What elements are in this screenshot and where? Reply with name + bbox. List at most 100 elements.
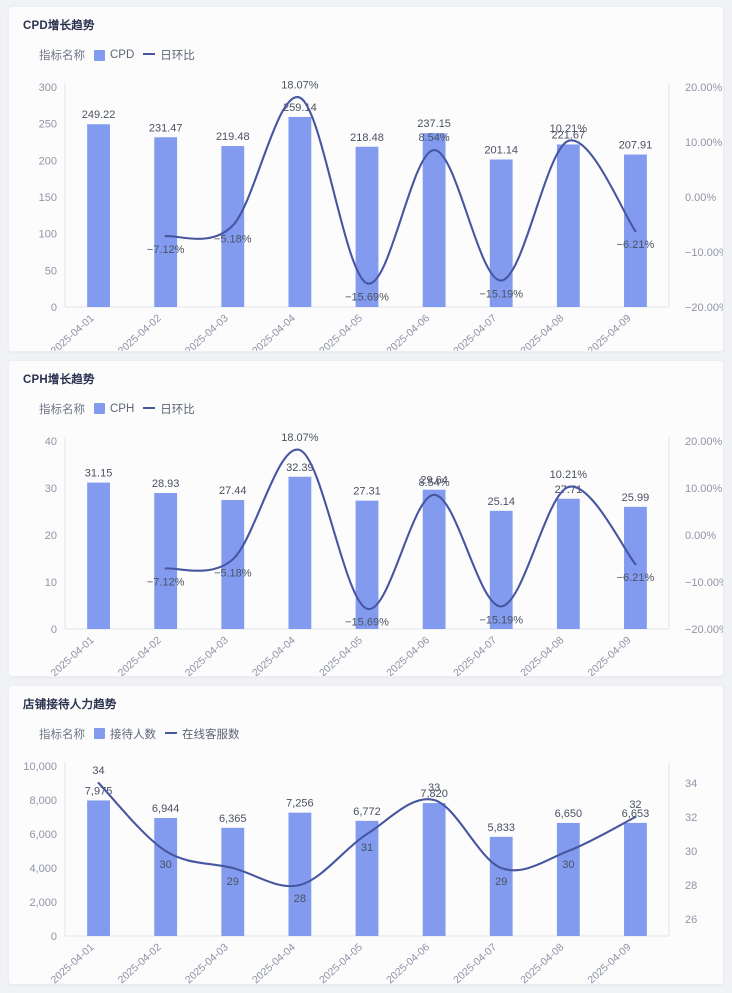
left-axis-tick: 100: [39, 229, 57, 241]
line-value-label: 34: [92, 765, 104, 777]
line-value-label: −15.69%: [345, 291, 389, 303]
line-value-label: −5.18%: [214, 567, 252, 579]
x-axis-date-label: 2025-04-04: [250, 312, 298, 352]
left-axis-tick: 6,000: [29, 829, 57, 841]
card-title: CPH增长趋势: [23, 373, 95, 386]
left-axis-tick: 300: [39, 82, 57, 94]
x-axis-date-label: 2025-04-01: [49, 312, 97, 352]
legend-bar-swatch-icon: [94, 728, 105, 740]
bar[interactable]: [154, 492, 178, 629]
bar[interactable]: [87, 124, 110, 307]
x-axis-date-label: 2025-04-07: [451, 941, 499, 985]
bar[interactable]: [221, 827, 245, 936]
legend-item-line[interactable]: 日环比: [143, 47, 195, 63]
line-value-label: 31: [361, 842, 373, 854]
bar[interactable]: [422, 489, 446, 629]
left-axis-tick: 10: [45, 577, 57, 589]
chart-svg: 0 50 100 150 200 250 300 −20.00% −10.00% 0.00% 10.…: [39, 80, 724, 352]
x-axis-date-label: 2025-04-03: [183, 941, 231, 985]
line-value-label: 33: [428, 782, 440, 794]
legend-bar-name: 接待人数: [110, 728, 156, 741]
bar[interactable]: [355, 500, 379, 629]
x-axis-date-label: 2025-04-02: [116, 941, 164, 985]
legend-bar-name: CPD: [110, 49, 135, 61]
left-axis-tick: 200: [39, 155, 57, 167]
bar-value-label: 6,650: [555, 807, 583, 819]
line-value-label: 10.21%: [550, 469, 588, 481]
bar-value-label: 28.93: [152, 478, 180, 490]
left-axis-tick: 40: [45, 436, 57, 448]
bar[interactable]: [422, 133, 446, 307]
legend-line-name: 日环比: [160, 50, 195, 62]
trend-line[interactable]: [164, 448, 637, 610]
chart-card: CPD增长趋势 指标名称 CPD 日环比 0 50 100 150 200 250 300 −…: [8, 6, 724, 352]
trend-line[interactable]: [97, 781, 637, 887]
legend-label: 指标名称: [39, 403, 85, 416]
line-value-label: 32: [629, 799, 641, 811]
bar-value-label: 249.22: [82, 109, 116, 121]
bar[interactable]: [288, 476, 312, 629]
chart-legend: 指标名称 接待人数 在线客服数: [39, 726, 711, 742]
bar[interactable]: [221, 499, 245, 629]
line-value-label: 30: [562, 859, 574, 871]
left-axis-tick: 2,000: [29, 897, 57, 909]
bar[interactable]: [87, 799, 110, 936]
trend-line[interactable]: [164, 96, 637, 285]
bar-value-label: 27.31: [353, 485, 381, 497]
legend-item-bar[interactable]: 接待人数: [94, 726, 156, 742]
bar[interactable]: [556, 144, 580, 307]
legend-line-dash-icon: [165, 731, 177, 734]
legend-label: 指标名称: [39, 50, 85, 62]
chart-canvas: 0 50 100 150 200 250 300 −20.00% −10.00% 0.00% 10.…: [21, 63, 723, 351]
bar-value-label: 27.44: [219, 485, 247, 497]
line-value-label: −6.21%: [617, 572, 655, 584]
legend-item-bar[interactable]: CPH: [94, 403, 134, 415]
card-title: CPD增长趋势: [23, 20, 95, 32]
bar[interactable]: [489, 159, 513, 307]
legend-item-bar[interactable]: CPD: [94, 49, 134, 61]
bar[interactable]: [87, 482, 110, 629]
bar[interactable]: [355, 820, 379, 936]
bar[interactable]: [288, 812, 312, 936]
right-axis-tick: 0.00%: [685, 192, 716, 204]
x-axis-date-label: 2025-04-02: [116, 312, 164, 352]
x-axis-date-label: 2025-04-08: [518, 634, 566, 677]
line-value-label: −7.12%: [147, 244, 185, 256]
left-axis-tick: 8,000: [29, 795, 57, 807]
bar[interactable]: [288, 116, 312, 307]
left-axis-tick: 0: [51, 931, 57, 943]
bar-value-label: 221.67: [552, 129, 586, 141]
bar-value-label: 27.71: [555, 484, 583, 496]
bar[interactable]: [624, 822, 647, 936]
bar[interactable]: [624, 506, 647, 629]
line-value-label: 29: [227, 876, 239, 888]
x-axis-date-label: 2025-04-03: [183, 312, 231, 352]
x-axis-date-label: 2025-04-05: [317, 312, 365, 352]
x-axis-date-label: 2025-04-04: [250, 941, 298, 985]
right-axis-tick: −20.00%: [685, 624, 724, 636]
right-axis-tick: −10.00%: [685, 577, 724, 589]
x-axis-date-label: 2025-04-01: [49, 634, 97, 677]
bar[interactable]: [489, 510, 513, 629]
bar[interactable]: [489, 836, 513, 936]
bar-value-label: 6,653: [622, 807, 650, 819]
legend-item-line[interactable]: 在线客服数: [165, 726, 240, 742]
bar[interactable]: [556, 498, 580, 629]
bar[interactable]: [355, 146, 379, 307]
legend-bar-swatch-icon: [94, 403, 105, 415]
right-axis-tick: 0.00%: [685, 530, 716, 542]
left-axis-tick: 4,000: [29, 863, 57, 875]
x-axis-date-label: 2025-04-06: [384, 312, 432, 352]
legend-item-line[interactable]: 日环比: [143, 401, 195, 417]
line-value-label: −15.69%: [345, 617, 389, 629]
legend-line-dash-icon: [143, 53, 156, 55]
right-axis-tick: −10.00%: [685, 247, 724, 259]
bar-value-label: 219.48: [216, 131, 250, 143]
line-value-label: −7.12%: [147, 576, 185, 588]
legend-bar-swatch-icon: [94, 49, 105, 61]
bar[interactable]: [154, 137, 178, 307]
bar[interactable]: [556, 822, 580, 936]
bar[interactable]: [422, 802, 446, 936]
line-value-label: −15.19%: [479, 289, 523, 301]
bar[interactable]: [154, 817, 178, 936]
